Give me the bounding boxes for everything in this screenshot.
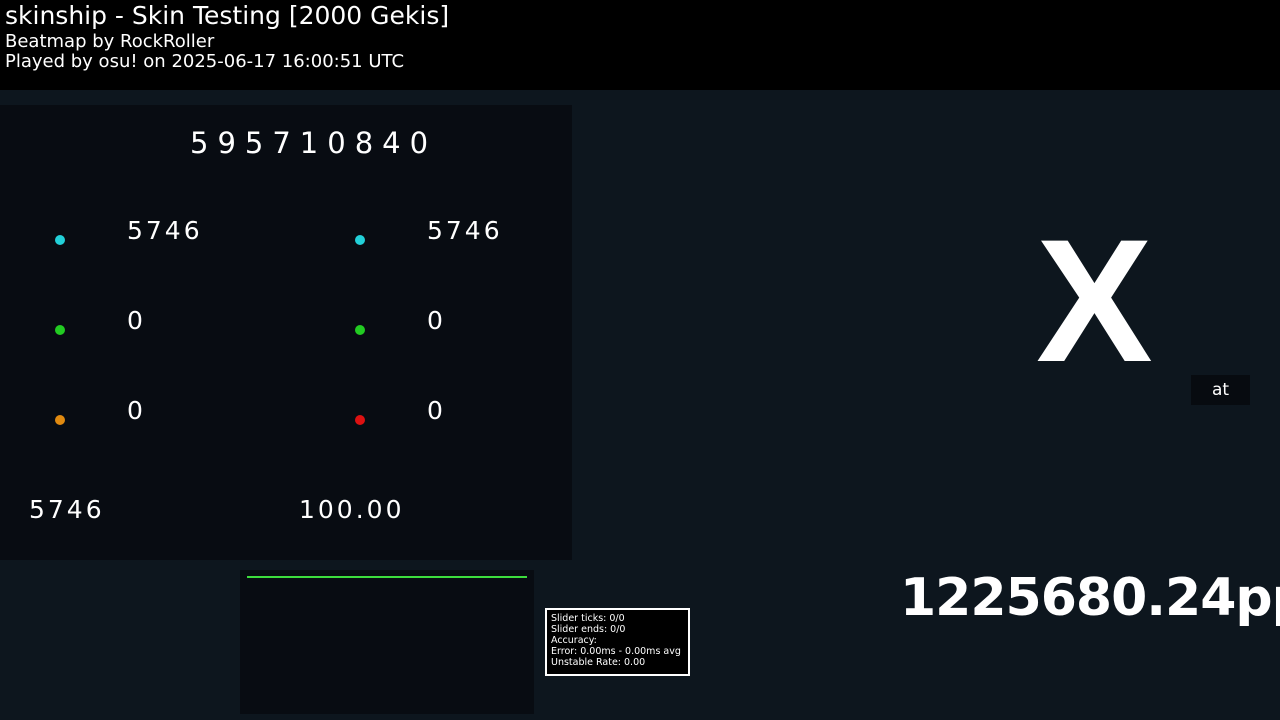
grade-rank: X	[1036, 204, 1153, 399]
geki-icon	[355, 235, 365, 245]
hit50-count: 0	[127, 396, 146, 425]
accuracy-label: Accuracy:	[551, 635, 597, 646]
hit100-icon	[55, 325, 65, 335]
hit300-count: 5746	[127, 216, 203, 245]
hit300-icon	[55, 235, 65, 245]
performance-graph	[240, 570, 534, 714]
slider-ticks: Slider ticks: 0/0	[551, 613, 625, 624]
beatmap-title: skinship - Skin Testing [2000 Gekis]	[5, 1, 450, 30]
error-stat: Error: 0.00ms - 0.00ms avg	[551, 646, 681, 657]
hit50-icon	[55, 415, 65, 425]
header: skinship - Skin Testing [2000 Gekis] Bea…	[0, 0, 1280, 90]
mapper-label: Beatmap by RockRoller	[5, 31, 215, 52]
hp-line	[247, 576, 527, 578]
katu-count: 0	[427, 306, 446, 335]
played-label: Played by osu! on 2025-06-17 16:00:51 UT…	[5, 51, 405, 72]
max-combo: 5746	[29, 495, 105, 524]
pp-value: 1225680.24pp	[900, 568, 1280, 628]
at-label: at	[1191, 375, 1250, 405]
stats-tooltip: Slider ticks: 0/0 Slider ends: 0/0 Accur…	[545, 608, 690, 676]
miss-count: 0	[427, 396, 446, 425]
miss-icon	[355, 415, 365, 425]
unstable-rate: Unstable Rate: 0.00	[551, 657, 646, 668]
hit100-count: 0	[127, 306, 146, 335]
katu-icon	[355, 325, 365, 335]
total-score: 595710840	[190, 126, 438, 160]
geki-count: 5746	[427, 216, 503, 245]
results-panel	[0, 105, 572, 560]
slider-ends: Slider ends: 0/0	[551, 624, 626, 635]
accuracy: 100.00	[299, 495, 405, 524]
